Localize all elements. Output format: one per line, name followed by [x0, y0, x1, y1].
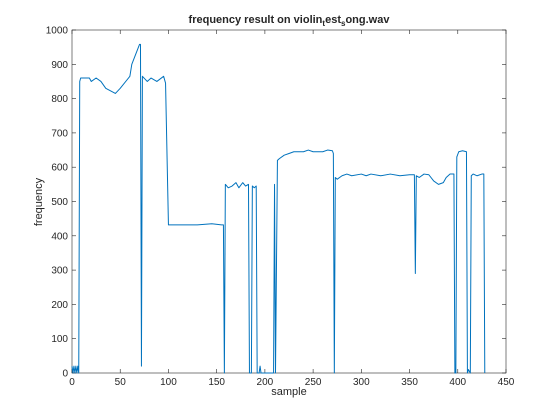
title-sub: t — [322, 19, 325, 28]
y-axis-label: frequency — [33, 177, 45, 226]
y-tick-label: 200 — [51, 300, 68, 311]
x-tick-label: 0 — [69, 377, 75, 388]
x-tick-label: 450 — [498, 377, 515, 388]
y-tick-label: 700 — [51, 128, 68, 139]
title-part: est — [325, 14, 341, 26]
x-tick-label: 350 — [401, 377, 418, 388]
y-tick-label: 100 — [51, 334, 68, 345]
y-tick-label: 1000 — [46, 26, 69, 37]
x-tick-label: 250 — [305, 377, 322, 388]
x-axis-label: sample — [271, 386, 306, 398]
y-tick-label: 800 — [51, 94, 68, 105]
y-tick-label: 900 — [51, 60, 68, 71]
data-line — [71, 43, 486, 374]
title-part: frequency result on violin — [189, 14, 323, 26]
x-tick-label: 100 — [160, 377, 177, 388]
x-tick-label: 150 — [208, 377, 225, 388]
x-tick-label: 300 — [353, 377, 370, 388]
y-tick-label: 500 — [51, 197, 68, 208]
x-tick-label: 400 — [449, 377, 466, 388]
y-tick-label: 300 — [51, 266, 68, 277]
y-tick-label: 400 — [51, 231, 68, 242]
y-tick-label: 0 — [62, 369, 68, 380]
title-part: ong.wav — [345, 14, 390, 26]
title-sub: s — [341, 19, 346, 28]
y-tick-label: 600 — [51, 163, 68, 174]
chart-title: frequency result on violintestsong.wav — [189, 14, 391, 28]
x-tick-label: 50 — [115, 377, 127, 388]
x-tick-label: 200 — [257, 377, 274, 388]
